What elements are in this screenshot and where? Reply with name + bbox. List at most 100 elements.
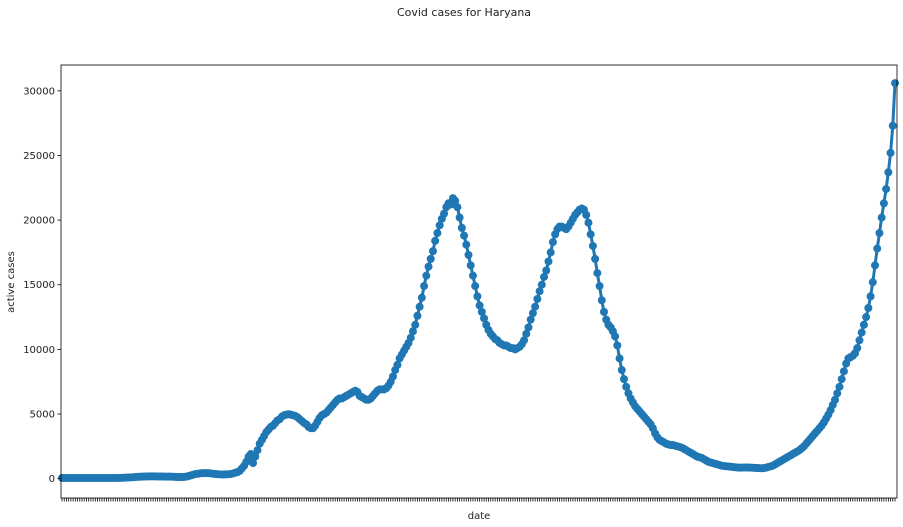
x-axis-label: date xyxy=(468,511,491,522)
data-point xyxy=(620,375,628,384)
data-point xyxy=(522,329,531,338)
data-point xyxy=(617,366,626,375)
data-point xyxy=(440,209,449,218)
data-point xyxy=(873,244,882,253)
data-point xyxy=(871,261,880,270)
data-point xyxy=(835,382,844,391)
data-point xyxy=(422,271,431,280)
data-point xyxy=(413,311,422,320)
data-point xyxy=(886,148,895,157)
y-tick-label: 20000 xyxy=(23,216,55,227)
data-point xyxy=(455,213,464,222)
data-point xyxy=(591,254,600,263)
data-point xyxy=(544,257,553,266)
data-point xyxy=(526,315,535,324)
data-point xyxy=(417,293,426,302)
data-point xyxy=(586,230,595,239)
data-point xyxy=(584,218,593,227)
data-point xyxy=(877,213,886,222)
data-point xyxy=(540,272,549,281)
data-point xyxy=(435,221,444,230)
data-point xyxy=(253,446,262,455)
data-point xyxy=(406,333,415,342)
data-point xyxy=(428,247,437,256)
data-point xyxy=(888,121,897,130)
data-point xyxy=(524,323,533,332)
data-point xyxy=(833,389,842,398)
data-point xyxy=(537,280,546,289)
data-point xyxy=(471,282,480,291)
data-point xyxy=(542,266,551,275)
data-point xyxy=(588,241,597,250)
data-point xyxy=(866,292,875,301)
data-point xyxy=(426,254,435,263)
data-point xyxy=(393,360,402,369)
data-point xyxy=(582,210,591,219)
data-point xyxy=(891,79,899,88)
data-point xyxy=(531,302,540,311)
data-point xyxy=(431,236,440,245)
data-point xyxy=(249,459,258,468)
data-point xyxy=(862,313,871,322)
x-axis-ticks xyxy=(61,498,896,502)
data-point xyxy=(433,229,442,238)
data-point xyxy=(388,372,397,381)
y-tick-label: 30000 xyxy=(23,86,55,97)
data-point xyxy=(868,278,877,287)
data-point xyxy=(546,248,555,257)
data-point xyxy=(457,223,466,232)
y-axis-label: active cases xyxy=(6,251,17,313)
data-point xyxy=(408,327,417,336)
data-point xyxy=(837,375,846,384)
data-point xyxy=(424,262,433,271)
data-point xyxy=(473,292,482,301)
data-point xyxy=(453,203,462,212)
y-tick-label: 0 xyxy=(49,474,55,485)
data-point xyxy=(468,271,477,280)
y-axis: 0 5000 10000 15000 20000 25000 30000 xyxy=(23,86,61,485)
data-point xyxy=(460,231,469,240)
data-point xyxy=(864,304,873,312)
data-point xyxy=(884,168,893,177)
data-point xyxy=(528,309,537,318)
data-point xyxy=(622,382,631,391)
data-point xyxy=(535,287,544,296)
data-point xyxy=(420,282,429,291)
data-point xyxy=(593,269,602,278)
data-point xyxy=(595,282,604,291)
data-point xyxy=(480,314,489,323)
data-point xyxy=(855,336,864,345)
data-point xyxy=(859,320,868,329)
data-point xyxy=(875,229,884,238)
data-point xyxy=(415,302,424,311)
data-point xyxy=(853,344,862,353)
plot-area xyxy=(58,79,899,482)
chart-title: Covid cases for Haryana xyxy=(397,6,531,19)
data-point xyxy=(451,196,460,205)
data-point xyxy=(611,332,620,341)
data-point xyxy=(879,199,888,208)
y-tick-label: 5000 xyxy=(30,409,55,420)
data-point xyxy=(882,185,891,194)
data-point xyxy=(411,320,420,329)
y-tick-label: 10000 xyxy=(23,345,55,356)
data-point xyxy=(597,296,606,305)
data-point xyxy=(613,341,622,350)
series-line xyxy=(62,83,897,480)
y-tick-label: 25000 xyxy=(23,151,55,162)
data-point xyxy=(839,367,848,376)
data-point xyxy=(251,452,260,461)
y-tick-label: 15000 xyxy=(23,280,55,291)
data-point xyxy=(466,261,475,270)
data-point xyxy=(464,251,473,259)
data-point xyxy=(615,354,624,363)
data-point xyxy=(548,238,557,247)
data-point xyxy=(533,294,542,303)
data-point xyxy=(831,395,840,404)
data-point xyxy=(477,307,486,316)
data-point xyxy=(475,301,484,310)
data-point xyxy=(520,336,529,345)
data-point xyxy=(600,307,609,316)
data-point xyxy=(857,328,866,337)
